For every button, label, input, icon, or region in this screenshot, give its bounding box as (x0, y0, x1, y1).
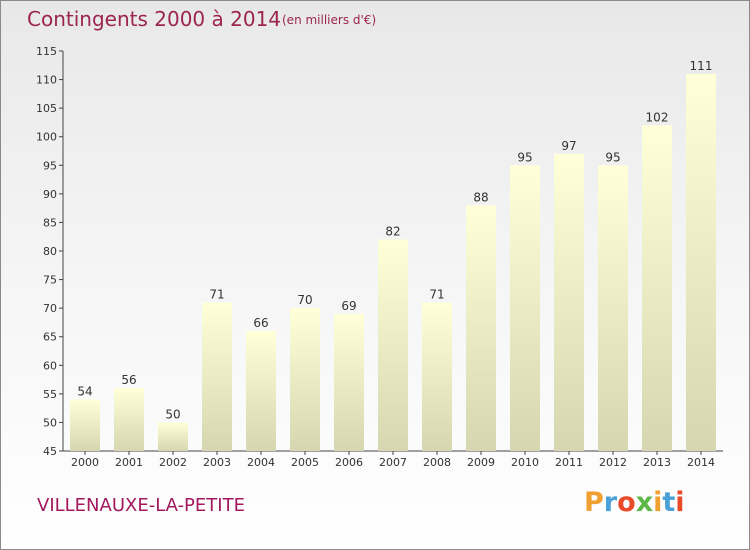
y-tick-label: 90 (43, 188, 57, 201)
bar-value-label: 54 (77, 385, 92, 399)
x-tick-label: 2014 (687, 456, 715, 469)
bar-value-label: 69 (341, 299, 356, 313)
bar-value-label: 102 (646, 110, 669, 124)
bar (642, 125, 672, 452)
bar-value-label: 71 (429, 287, 444, 301)
bar (378, 239, 408, 451)
bar (334, 313, 364, 451)
bar-value-label: 82 (385, 225, 400, 239)
x-tick-label: 2009 (467, 456, 495, 469)
y-tick-label: 75 (43, 274, 57, 287)
y-tick-label: 85 (43, 216, 57, 229)
logo-letter: x (635, 487, 654, 518)
bar-value-label: 95 (517, 150, 532, 164)
bar (466, 205, 496, 451)
bar (158, 422, 188, 451)
x-tick-label: 2001 (115, 456, 143, 469)
logo-letter: o (617, 487, 636, 518)
chart-subtitle: (en milliers d'€) (282, 13, 377, 27)
y-tick-label: 60 (43, 359, 57, 372)
bar-value-label: 88 (473, 190, 488, 204)
y-tick-label: 65 (43, 331, 57, 344)
bar (246, 331, 276, 451)
x-tick-label: 2004 (247, 456, 275, 469)
logo-letter: i (653, 487, 663, 518)
y-tick-label: 45 (43, 445, 57, 458)
x-tick-label: 2002 (159, 456, 187, 469)
logo-letter: t (662, 487, 676, 518)
x-tick-label: 2010 (511, 456, 539, 469)
bar (686, 73, 716, 451)
bar-value-label: 50 (165, 407, 180, 421)
y-tick-label: 80 (43, 245, 57, 258)
x-tick-label: 2011 (555, 456, 583, 469)
x-tick-label: 2000 (71, 456, 99, 469)
bar-value-label: 111 (690, 59, 713, 73)
bar-value-label: 71 (209, 287, 224, 301)
bar (598, 165, 628, 452)
bar (422, 302, 452, 451)
logo-letter: P (584, 487, 604, 518)
y-tick-label: 55 (43, 388, 57, 401)
x-tick-label: 2013 (643, 456, 671, 469)
bar-value-label: 56 (121, 373, 136, 387)
bar (70, 399, 100, 451)
y-tick-label: 115 (36, 45, 57, 58)
proxiti-logo: Proxiti (584, 487, 685, 518)
bar (510, 165, 540, 452)
bar (202, 302, 232, 451)
x-tick-label: 2007 (379, 456, 407, 469)
logo-letter: i (675, 487, 685, 518)
chart-title: Contingents 2000 à 2014 (27, 7, 282, 31)
y-tick-label: 95 (43, 159, 57, 172)
bar (114, 388, 144, 451)
x-tick-label: 2003 (203, 456, 231, 469)
bar-value-label: 97 (561, 139, 576, 153)
bar (290, 308, 320, 451)
logo-letter: r (603, 487, 618, 518)
bar-value-label: 70 (297, 293, 312, 307)
x-tick-label: 2006 (335, 456, 363, 469)
bar-value-label: 95 (605, 150, 620, 164)
bar-value-label: 66 (253, 316, 268, 330)
bar (554, 153, 584, 451)
x-tick-label: 2008 (423, 456, 451, 469)
y-tick-label: 70 (43, 302, 57, 315)
x-tick-label: 2012 (599, 456, 627, 469)
y-tick-label: 110 (36, 74, 57, 87)
y-tick-label: 50 (43, 416, 57, 429)
x-tick-label: 2005 (291, 456, 319, 469)
y-tick-label: 100 (36, 131, 57, 144)
place-name: VILLENAUXE-LA-PETITE (37, 495, 245, 516)
y-tick-label: 105 (36, 102, 57, 115)
